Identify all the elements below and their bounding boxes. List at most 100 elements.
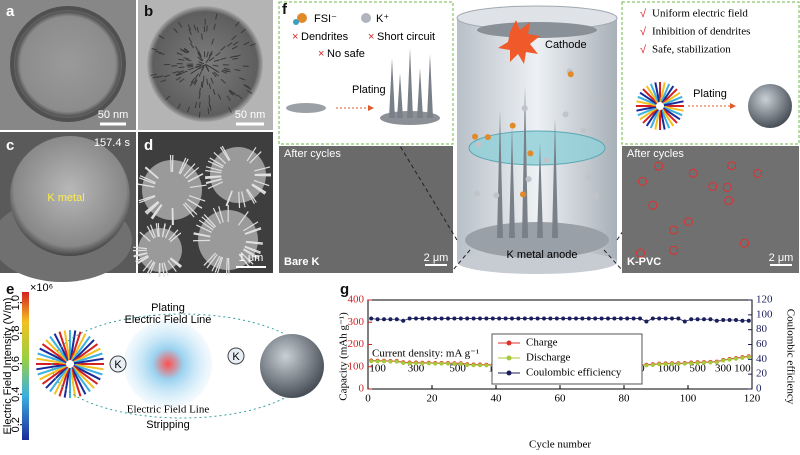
field-sphere — [35, 329, 104, 399]
field-arrow — [649, 83, 660, 103]
field-arrow — [637, 106, 657, 117]
data-point — [388, 359, 393, 364]
data-point — [407, 361, 412, 366]
x-tick-label: 60 — [555, 393, 567, 405]
rate-label: 500 — [689, 363, 706, 375]
spike — [208, 83, 212, 90]
colorbar-tick-label: 0.6 — [10, 356, 22, 371]
spike — [187, 24, 192, 31]
field-arrow — [654, 109, 661, 130]
panel-label: c — [6, 137, 14, 154]
field-arrow — [58, 331, 70, 361]
data-point — [689, 317, 694, 322]
icon-check: √ — [640, 44, 647, 56]
rate-label: 100 — [734, 363, 751, 375]
fiber — [137, 183, 155, 188]
field-arrow — [663, 106, 683, 117]
fiber — [209, 157, 224, 167]
spike — [152, 76, 159, 79]
data-point — [465, 316, 470, 321]
spike — [208, 52, 213, 59]
fiber — [146, 202, 160, 215]
data-point — [439, 316, 444, 321]
field-arrow — [642, 88, 658, 104]
spike — [198, 70, 203, 77]
spike — [202, 75, 205, 82]
fiber — [221, 145, 231, 161]
data-point — [382, 317, 386, 322]
highlight — [740, 238, 750, 248]
data-point — [490, 316, 495, 321]
fiber — [251, 184, 266, 195]
fiber — [136, 255, 149, 264]
fiber — [135, 254, 149, 262]
data-point — [644, 319, 649, 324]
data-point — [542, 316, 546, 321]
ion — [588, 95, 595, 102]
benefit: Uniform electric field — [652, 8, 748, 20]
data-point — [734, 318, 738, 323]
fiber — [146, 261, 155, 275]
data-point — [631, 316, 636, 321]
fiber — [212, 207, 222, 224]
spike — [198, 87, 201, 94]
data-point — [625, 316, 630, 321]
dendrite — [552, 118, 558, 238]
highlight — [648, 200, 658, 210]
fiber — [189, 184, 207, 189]
field-arrow — [659, 82, 666, 103]
spike — [185, 58, 192, 62]
data-point — [650, 316, 655, 321]
data-point — [535, 316, 540, 321]
spike — [240, 28, 246, 34]
spike — [158, 35, 165, 40]
fiber — [244, 245, 262, 253]
field-arrow — [642, 108, 658, 124]
data-point — [471, 363, 476, 368]
data-point — [714, 318, 719, 323]
field-arrow — [71, 335, 91, 362]
fiber — [244, 246, 261, 255]
spike — [243, 41, 250, 46]
spike — [190, 69, 197, 75]
spike — [189, 81, 194, 87]
fiber — [245, 241, 263, 245]
field-arrow — [73, 357, 104, 365]
data-point — [746, 354, 751, 359]
fiber — [198, 219, 214, 231]
panel-label: a — [6, 3, 15, 20]
icon-x: × — [292, 31, 298, 43]
scale-bar-label: 50 nm — [98, 109, 129, 121]
data-point — [702, 360, 706, 365]
data-point — [484, 363, 489, 368]
data-point — [727, 357, 732, 362]
field-halo — [124, 320, 212, 408]
legend-box — [491, 333, 643, 385]
x-axis-title: Cycle number — [529, 439, 591, 451]
data-point — [593, 316, 598, 321]
ion-icon — [109, 355, 127, 373]
field-arrow — [645, 85, 659, 104]
k-sphere — [748, 84, 792, 128]
spike — [157, 75, 164, 78]
panel-label: b — [144, 3, 153, 20]
dendrite — [537, 142, 543, 238]
field-arrow — [69, 367, 77, 398]
spike — [173, 28, 178, 34]
ion — [521, 105, 528, 112]
field-arrow — [663, 105, 684, 112]
fiber — [205, 178, 222, 185]
spike — [226, 95, 231, 101]
ion — [543, 157, 550, 164]
spike — [198, 64, 205, 70]
field-arrow — [73, 347, 101, 364]
data-point — [702, 317, 706, 322]
data-point — [721, 318, 726, 323]
spike — [201, 81, 204, 88]
highlight — [636, 248, 646, 258]
spike — [209, 105, 212, 112]
fiber — [245, 189, 255, 204]
field-arrow — [36, 357, 67, 365]
fiber — [242, 249, 258, 260]
spike — [197, 56, 203, 62]
